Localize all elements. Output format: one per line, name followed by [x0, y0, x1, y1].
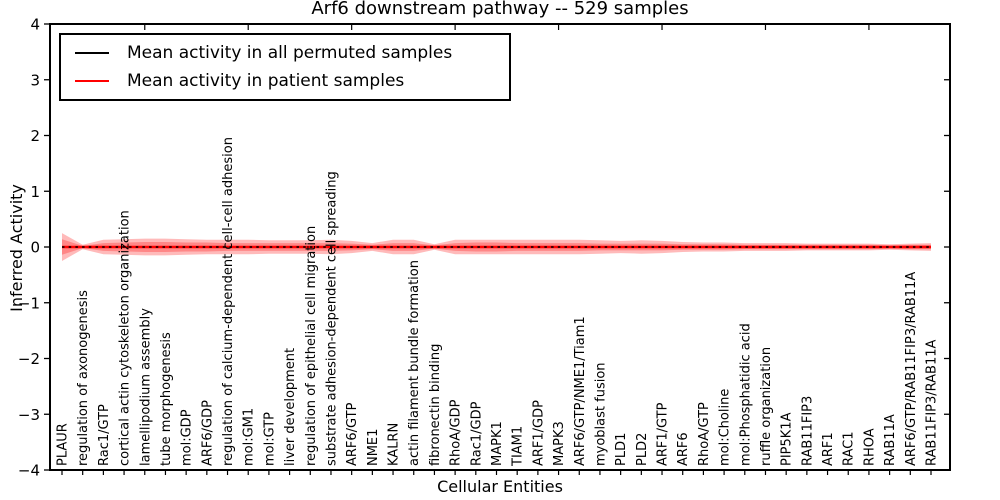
x-tick-label: regulation of epithelial cell migration [304, 226, 319, 466]
x-tick-label: mol:GTP [262, 412, 277, 466]
black-line-sample-icon [75, 52, 109, 54]
x-tick-label: RHOA [862, 428, 877, 466]
x-tick-label: substrate adhesion-dependent cell spread… [324, 171, 339, 466]
x-tick-label: mol:Choline [718, 389, 733, 466]
x-tick-label: actin filament bundle formation [407, 260, 422, 466]
y-tick-label: −1 [18, 294, 40, 312]
y-tick-label: 2 [30, 127, 40, 145]
x-tick-label: mol:Phosphatidic acid [738, 323, 753, 466]
legend-entry-patient: Mean activity in patient samples [61, 67, 509, 95]
x-tick-label: RAC1 [842, 431, 857, 466]
x-tick-label: MAPK1 [490, 421, 505, 466]
x-tick-label: Rac1/GTP [97, 404, 112, 466]
x-tick-label: ARF6 [676, 432, 691, 466]
y-tick-label: 1 [30, 183, 40, 201]
x-tick-label: regulation of calcium-dependent cell-cel… [221, 137, 236, 466]
x-tick-label: myoblast fusion [593, 362, 608, 466]
x-tick-label: regulation of axonogenesis [76, 290, 91, 466]
x-tick-label: RhoA/GDP [449, 399, 464, 466]
legend: Mean activity in all permuted samples Me… [59, 33, 511, 101]
x-tick-label: ARF1/GDP [531, 400, 546, 466]
legend-entry-permuted: Mean activity in all permuted samples [61, 39, 509, 67]
x-tick-label: fibronectin binding [428, 344, 443, 466]
x-tick-label: NME1 [366, 429, 381, 466]
legend-label-permuted: Mean activity in all permuted samples [127, 43, 453, 63]
x-tick-label: ARF6/GDP [200, 400, 215, 466]
x-tick-label: mol:GM1 [242, 408, 257, 466]
x-tick-label: RAB11FIP3 [800, 396, 815, 466]
y-tick-label: 4 [30, 16, 40, 34]
y-tick-label: −2 [18, 350, 40, 368]
x-tick-label: ruffle organization [759, 347, 774, 466]
x-tick-label: ARF6/GTP [345, 402, 360, 466]
x-tick-label: PLAUR [56, 423, 71, 466]
x-tick-label: RhoA/GTP [697, 402, 712, 466]
x-tick-label: MAPK3 [552, 421, 567, 466]
x-tick-label: cortical actin cytoskeleton organization [118, 210, 133, 466]
x-tick-label: Rac1/GDP [469, 401, 484, 466]
x-tick-label: TIAM1 [511, 426, 526, 467]
x-tick-label: tube morphogenesis [159, 332, 174, 466]
x-tick-label: PLD1 [614, 433, 629, 466]
chart-title: Arf6 downstream pathway -- 529 samples [311, 0, 689, 19]
x-tick-label: ARF1/GTP [656, 402, 671, 466]
x-tick-label: RAB11A [883, 414, 898, 466]
y-tick-label: −4 [18, 462, 40, 480]
x-tick-label: lamellipodium assembly [138, 308, 153, 466]
x-tick-label: RAB11FIP3/RAB11A [925, 339, 940, 466]
x-tick-label: ARF6/GTP/RAB11FIP3/RAB11A [904, 272, 919, 466]
y-tick-label: 0 [30, 239, 40, 257]
y-tick-label: 3 [30, 71, 40, 89]
x-tick-label: liver development [283, 348, 298, 466]
x-tick-label: KALRN [387, 423, 402, 466]
x-tick-label: ARF1 [821, 432, 836, 466]
x-axis-title: Cellular Entities [437, 477, 563, 496]
x-tick-label: mol:GDP [180, 409, 195, 466]
y-tick-label: −3 [18, 406, 40, 424]
legend-label-patient: Mean activity in patient samples [127, 71, 405, 91]
x-tick-label: ARF6/GTP/NME1/Tiam1 [573, 316, 588, 466]
x-tick-label: PIP5K1A [780, 412, 795, 466]
x-tick-label: PLD2 [635, 433, 650, 466]
red-line-sample-icon [75, 80, 109, 82]
